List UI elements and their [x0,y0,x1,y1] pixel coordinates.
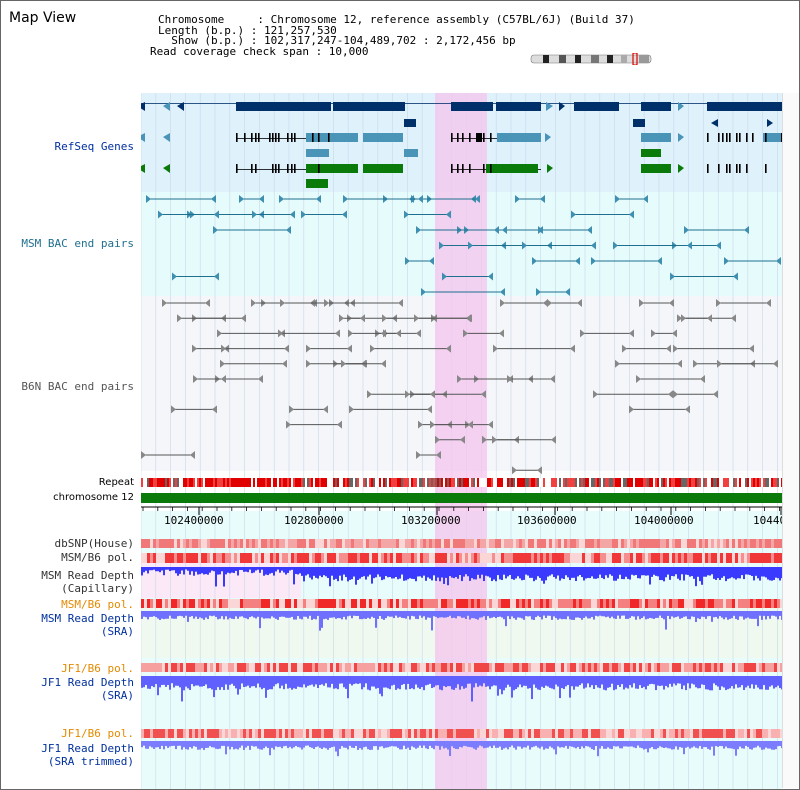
track-label-msm-depth-cap-sub: (Capillary) [61,582,134,595]
position-ruler [141,506,782,515]
tick-label-1: 102400000 [164,514,224,527]
track-label-msm-bac: MSM BAC end pairs [21,237,134,250]
track-label-msm-depth-sra-sub: (SRA) [100,625,134,638]
track-label-jf1-depth-sra-sub: (SRA) [100,689,134,702]
track-label-jf1-depth-trim-sub: (SRA trimmed) [47,755,134,768]
track-label-repeat: Repeat [98,477,134,488]
coverage-info: Read coverage check span : 10,000 [150,45,369,58]
selected-region-highlight[interactable] [435,93,487,789]
variant-depth-tracks [141,539,782,757]
track-label-msm-b6-pol-2: MSM/B6 pol. [61,598,134,611]
length-info: Length (b.p.) : 121,257,530 [158,24,337,37]
track-label-jf1-b6-pol-2: JF1/B6 pol. [61,727,134,740]
tick-label-2: 102800000 [284,514,344,527]
right-margin [782,93,799,788]
tick-label-3: 103200000 [401,514,461,527]
page-title: Map View [9,10,77,26]
track-label-dbsnp: dbSNP(House) [54,537,134,550]
chromosome-info: Chromosome : Chromosome 12, reference as… [158,13,635,26]
refseq-genes[interactable] [141,102,782,188]
genome-browser-canvas[interactable] [141,93,782,789]
chromosome-ideogram[interactable] [529,53,655,65]
b6n-bac-end-pairs[interactable] [141,299,778,475]
track-label-jf1-b6-pol-1: JF1/B6 pol. [61,662,134,675]
chromosome-bar[interactable] [141,493,782,503]
track-label-jf1-depth-sra: JF1 Read Depth [41,676,134,689]
track-label-msm-b6-pol-1: MSM/B6 pol. [61,551,134,564]
tick-label-5: 104000000 [634,514,694,527]
track-label-msm-depth-cap: MSM Read Depth [41,569,134,582]
track-label-refseq: RefSeq Genes [54,140,134,153]
show-range-info: Show (b.p.) : 102,317,247-104,489,702 : … [158,34,516,47]
msm-bac-end-pairs[interactable] [146,195,781,296]
track-label-b6n-bac: B6N BAC end pairs [21,380,134,393]
track-label-chromosome: chromosome 12 [53,492,134,503]
repeat-track [141,478,782,487]
track-label-msm-depth-sra: MSM Read Depth [41,612,134,625]
msm-cap-bg [141,558,301,598]
tick-label-4: 103600000 [517,514,577,527]
track-label-jf1-depth-trim: JF1 Read Depth [41,742,134,755]
